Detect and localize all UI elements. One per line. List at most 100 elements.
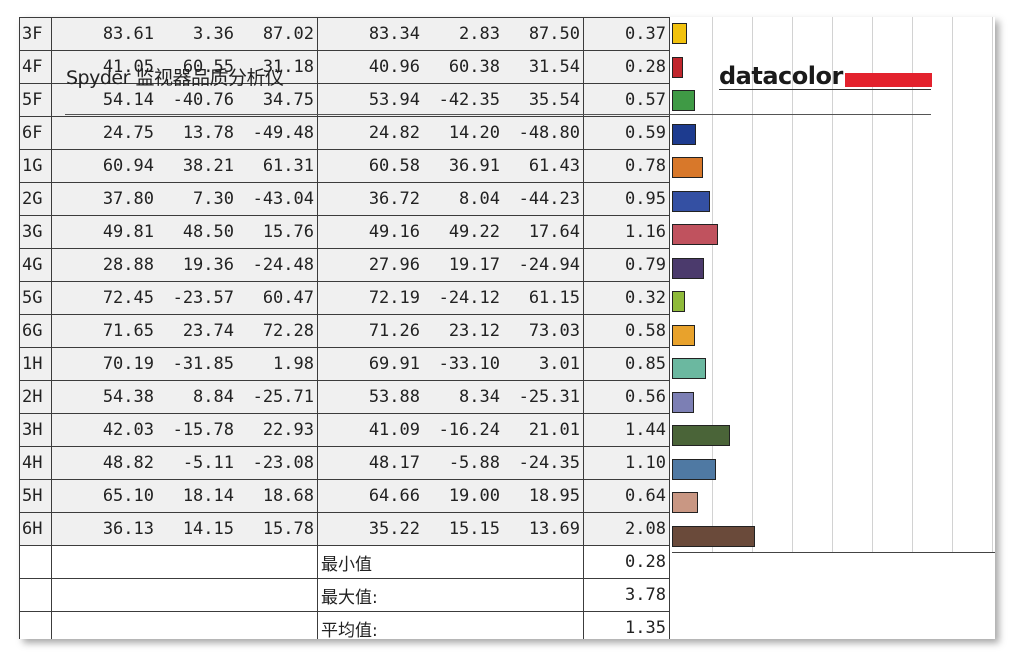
patch-id: 3F (19, 17, 52, 51)
reference-value: 48.50 (182, 222, 234, 242)
patch-id: 1G (19, 149, 52, 183)
reference-lab-values: 54.14 -40.76 34.75 (51, 83, 318, 117)
reference-lab-values: 70.19 -31.85 1.98 (51, 347, 318, 381)
measured-value: 61.15 (528, 288, 580, 308)
delta-e-value: 0.58 (583, 314, 670, 348)
measured-lab-values: 71.26 23.12 73.03 (317, 314, 584, 348)
reference-value: 60.94 (102, 156, 154, 176)
empty-cell (19, 578, 52, 612)
measured-value: -5.88 (448, 453, 500, 473)
reference-value: -40.76 (172, 90, 234, 110)
summary-row: 最小值 0.28 (19, 545, 670, 579)
grid-line (992, 17, 993, 553)
measured-value: 60.38 (448, 57, 500, 77)
grid-line (872, 17, 873, 553)
bar-5G (672, 291, 685, 312)
measured-value: 41.09 (368, 420, 420, 440)
measured-value: 18.95 (528, 486, 580, 506)
patch-id: 2G (19, 182, 52, 216)
reference-lab-values: 71.65 23.74 72.28 (51, 314, 318, 348)
reference-value: 28.88 (102, 255, 154, 275)
reference-value: 71.65 (102, 321, 154, 341)
measured-value: 15.15 (448, 519, 500, 539)
measured-lab-values: 72.19 -24.12 61.15 (317, 281, 584, 315)
delta-e-value: 0.37 (583, 17, 670, 51)
measured-lab-values: 40.96 60.38 31.54 (317, 50, 584, 84)
patch-id: 6F (19, 116, 52, 150)
table-row: 5G 72.45 -23.57 60.47 72.19 -24.12 61.15 0.32 (19, 281, 670, 315)
summary-label: 平均值: (317, 611, 584, 639)
measured-value: 24.82 (368, 123, 420, 143)
measured-value: 64.66 (368, 486, 420, 506)
measured-value: 35.22 (368, 519, 420, 539)
measured-value: 49.16 (368, 222, 420, 242)
delta-e-value: 0.28 (583, 50, 670, 84)
measured-value: 40.96 (368, 57, 420, 77)
measured-value: -25.31 (518, 387, 580, 407)
reference-lab-values: 83.61 3.36 87.02 (51, 17, 318, 51)
table-row: 4H 48.82 -5.11 -23.08 48.17 -5.88 -24.35 1.10 (19, 446, 670, 480)
reference-value: 24.75 (102, 123, 154, 143)
delta-e-value: 0.57 (583, 83, 670, 117)
grid-line (712, 17, 713, 553)
bar-4G (672, 258, 704, 279)
measured-value: -16.24 (438, 420, 500, 440)
patch-id: 1H (19, 347, 52, 381)
delta-e-value: 2.08 (583, 512, 670, 546)
reference-value: 1.98 (273, 354, 314, 374)
bar-1H (672, 358, 706, 379)
table-row: 6F 24.75 13.78 -49.48 24.82 14.20 -48.80 0.59 (19, 116, 670, 150)
bar-5F (672, 90, 695, 111)
measured-value: 36.91 (448, 156, 500, 176)
title-divider (65, 114, 931, 115)
patch-id: 4G (19, 248, 52, 282)
grid-line (792, 17, 793, 553)
reference-value: 87.02 (262, 24, 314, 44)
reference-lab-values: 72.45 -23.57 60.47 (51, 281, 318, 315)
page-title: Spyder 监视器品质分析仪 (66, 67, 284, 89)
measured-lab-values: 48.17 -5.88 -24.35 (317, 446, 584, 480)
measured-lab-values: 53.88 8.34 -25.31 (317, 380, 584, 414)
measured-value: -24.35 (518, 453, 580, 473)
reference-value: 41.05 (102, 57, 154, 77)
reference-value: 65.10 (102, 486, 154, 506)
measured-lab-values: 60.58 36.91 61.43 (317, 149, 584, 183)
delta-e-value: 1.16 (583, 215, 670, 249)
patch-id: 6H (19, 512, 52, 546)
reference-value: 72.28 (262, 321, 314, 341)
delta-e-value: 0.85 (583, 347, 670, 381)
reference-value: 13.78 (182, 123, 234, 143)
table-row: 4F 41.05 60.55 31.18 40.96 60.38 31.54 0.28 (19, 50, 670, 84)
measured-value: 61.43 (528, 156, 580, 176)
summary-value: 1.35 (583, 611, 670, 639)
bar-2H (672, 392, 694, 413)
reference-value: 15.78 (262, 519, 314, 539)
measured-lab-values: 64.66 19.00 18.95 (317, 479, 584, 513)
reference-value: 83.61 (102, 24, 154, 44)
bar-6H (672, 526, 755, 547)
measured-value: 83.34 (368, 24, 420, 44)
measured-value: -33.10 (438, 354, 500, 374)
logo-underline (719, 89, 931, 90)
measured-lab-values: 41.09 -16.24 21.01 (317, 413, 584, 447)
reference-value: 23.74 (182, 321, 234, 341)
measured-lab-values: 35.22 15.15 13.69 (317, 512, 584, 546)
measured-lab-values: 69.91 -33.10 3.01 (317, 347, 584, 381)
table-row: 4G 28.88 19.36 -24.48 27.96 19.17 -24.94 0.79 (19, 248, 670, 282)
measured-value: 87.50 (528, 24, 580, 44)
empty-cell (51, 578, 318, 612)
reference-value: 15.76 (262, 222, 314, 242)
measured-lab-values: 83.34 2.83 87.50 (317, 17, 584, 51)
summary-value: 0.28 (583, 545, 670, 579)
reference-value: -24.48 (252, 255, 314, 275)
measured-value: 72.19 (368, 288, 420, 308)
measured-value: 71.26 (368, 321, 420, 341)
measured-value: 31.54 (528, 57, 580, 77)
reference-value: -25.71 (252, 387, 314, 407)
measured-lab-values: 24.82 14.20 -48.80 (317, 116, 584, 150)
reference-value: 42.03 (102, 420, 154, 440)
table-row: 2H 54.38 8.84 -25.71 53.88 8.34 -25.31 0.56 (19, 380, 670, 414)
reference-value: -23.08 (252, 453, 314, 473)
reference-value: 18.14 (182, 486, 234, 506)
reference-value: 60.55 (182, 57, 234, 77)
